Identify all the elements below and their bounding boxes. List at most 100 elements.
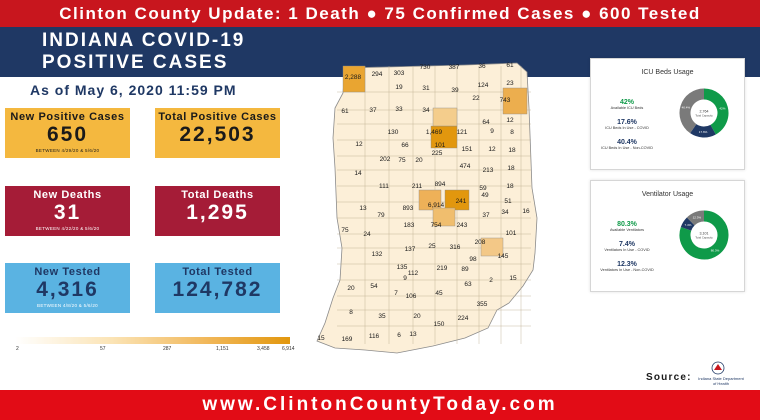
- county-count-label: 241: [456, 198, 467, 205]
- county-count-label: 316: [450, 244, 461, 251]
- total-positive-label: Total Positive Cases: [158, 111, 277, 123]
- county-count-label: 51: [504, 198, 512, 205]
- vent-donut-segment: [686, 210, 705, 226]
- county-count-label: 89: [461, 266, 469, 273]
- new-deaths-label: New Deaths: [33, 189, 102, 201]
- county-count-label: 12: [506, 117, 514, 124]
- county-count-label: 20: [347, 285, 355, 292]
- vent-stat-description: Ventilators In Use - Non-COVID: [600, 268, 654, 272]
- county-count-label: 243: [457, 222, 468, 229]
- icu-stat: 17.6% ICU Beds In Use - COVID: [597, 119, 657, 131]
- county-count-label: 124: [478, 82, 489, 89]
- county-count-label: 13: [359, 205, 367, 212]
- headline-banner: Clinton County Update: 1 Death ● 75 Conf…: [0, 0, 760, 27]
- county-count-label: 135: [397, 264, 408, 271]
- county-count-label: 34: [501, 209, 509, 216]
- icu-stat-percent: 42%: [619, 99, 634, 106]
- new-positive-range: BETWEEN 4/29/20 & 5/6/20: [35, 148, 100, 153]
- county-count-label: 130: [388, 129, 399, 136]
- total-positive-value: 22,503: [179, 123, 256, 146]
- county-count-label: 61: [341, 108, 349, 115]
- color-scale-bar: [15, 337, 290, 344]
- county-count-label: 137: [405, 246, 416, 253]
- county-count-label: 31: [422, 85, 430, 92]
- county-count-label: 12: [488, 146, 496, 153]
- county-count-label: 36: [478, 63, 486, 70]
- county-count-label: 893: [403, 205, 414, 212]
- county-highlight: [432, 207, 456, 227]
- vent-stat-percent: 80.3%: [617, 221, 637, 228]
- page-title: INDIANA COVID-19: [42, 30, 246, 51]
- county-count-label: 224: [458, 315, 469, 322]
- color-scale-tick: 1,151: [216, 346, 229, 352]
- county-count-label: 225: [432, 150, 443, 157]
- new-tested-value: 4,316: [36, 278, 99, 301]
- vent-stat: 7.4% Ventilators In Use - COVID: [597, 241, 657, 253]
- county-count-label: 101: [435, 142, 446, 149]
- county-count-label: 75: [341, 227, 349, 234]
- county-count-label: 16: [522, 208, 530, 215]
- county-highlight: [342, 65, 366, 93]
- county-count-label: 15: [317, 335, 325, 342]
- total-deaths-card: Total Deaths 1,295: [155, 186, 280, 236]
- icu-stat-percent: 17.6%: [617, 119, 637, 126]
- county-count-label: 7: [394, 290, 398, 297]
- county-count-label: 19: [395, 84, 403, 91]
- county-count-label: 132: [372, 251, 383, 258]
- color-scale-tick: 287: [163, 346, 172, 352]
- county-count-label: 45: [435, 290, 443, 297]
- icu-donut-segment: [703, 88, 729, 135]
- county-count-label: 66: [401, 142, 409, 149]
- county-count-label: 151: [462, 146, 473, 153]
- county-count-label: 34: [422, 107, 430, 114]
- icu-stat: 40.4% ICU Beds In Use - Non-COVID: [597, 139, 657, 151]
- new-tested-range: BETWEEN 4/8/20 & 5/6/20: [37, 303, 98, 308]
- county-highlight: [480, 237, 504, 257]
- vent-donut-segment-label: 7.4%: [685, 223, 692, 227]
- county-map: 2,288 294 303 730 387 36 61 19 31 39 124 23 61 37 33 34…: [305, 48, 543, 363]
- county-count-label: 79: [377, 212, 385, 219]
- county-count-label: 112: [408, 270, 419, 277]
- vent-donut-segment-label: 12.3%: [693, 215, 702, 219]
- county-count-label: 183: [404, 222, 415, 229]
- new-positive-label: New Positive Cases: [10, 111, 125, 123]
- county-count-label: 9: [403, 275, 407, 282]
- county-count-label: 355: [477, 301, 488, 308]
- county-count-label: 294: [372, 71, 383, 78]
- county-count-label: 1,469: [426, 129, 443, 136]
- icu-donut-segment-label: 42%: [719, 106, 725, 110]
- page-subtitle: POSITIVE CASES: [42, 52, 229, 73]
- county-count-label: 219: [437, 265, 448, 272]
- icu-donut-segment-label: 17.6%: [699, 130, 708, 134]
- total-positive-card: Total Positive Cases 22,503: [155, 108, 280, 158]
- county-count-label: 20: [413, 313, 421, 320]
- county-count-label: 8: [349, 309, 353, 316]
- county-count-label: 59: [479, 185, 487, 192]
- county-count-label: 24: [363, 231, 371, 238]
- county-count-label: 25: [428, 243, 436, 250]
- county-count-label: 75: [398, 157, 406, 164]
- icu-stat: 42% Available ICU Beds: [597, 99, 657, 111]
- county-highlight-cells: [342, 65, 528, 257]
- vent-stat-percent: 12.3%: [617, 261, 637, 268]
- color-scale-tick: 57: [100, 346, 106, 352]
- total-tested-value: 124,782: [172, 278, 263, 301]
- county-count-label: 730: [420, 64, 431, 71]
- county-count-label: 14: [354, 170, 362, 177]
- county-highlight: [444, 189, 470, 211]
- new-deaths-value: 31: [53, 201, 82, 224]
- county-count-label: 754: [431, 222, 442, 229]
- county-count-label: 39: [451, 87, 459, 94]
- county-count-label: 743: [500, 97, 511, 104]
- icu-title: ICU Beds Usage: [641, 69, 694, 76]
- vent-donut-center-value: 3,101: [700, 232, 709, 236]
- icu-stat-percent: 40.4%: [617, 139, 637, 146]
- footer-url: www.ClintonCountyToday.com: [0, 390, 760, 420]
- county-count-label: 23: [506, 80, 514, 87]
- county-count-label: 6: [397, 332, 401, 339]
- county-count-label: 2: [489, 277, 493, 284]
- county-count-label: 37: [369, 107, 377, 114]
